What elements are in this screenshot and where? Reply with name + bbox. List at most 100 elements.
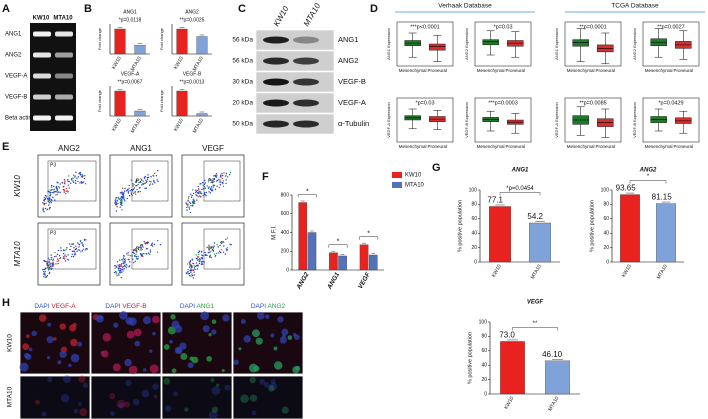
event-dot	[213, 245, 215, 247]
row-label: Beta actin	[5, 116, 32, 122]
stain-dapi: DAPI	[34, 303, 49, 310]
event-dot	[208, 244, 210, 247]
event-dot	[215, 180, 218, 182]
event-dot	[132, 261, 135, 264]
event-dot	[74, 252, 76, 254]
event-dot	[211, 182, 213, 184]
x-tick-label: Proneural	[596, 144, 616, 149]
event-dot	[196, 199, 198, 201]
event-dot	[137, 191, 139, 193]
event-dot	[69, 248, 71, 251]
event-dot	[138, 181, 140, 184]
event-dot	[48, 272, 50, 275]
event-dot	[115, 266, 118, 268]
event-dot	[135, 181, 137, 184]
event-dot	[195, 262, 198, 264]
event-dot	[212, 249, 214, 251]
event-dot	[127, 191, 130, 193]
event-dot	[187, 199, 189, 201]
event-dot	[116, 200, 119, 202]
cell	[215, 383, 220, 387]
event-dot	[82, 175, 84, 177]
cell	[259, 378, 266, 385]
y-tick-label: 80	[471, 202, 477, 208]
event-dot	[145, 179, 147, 182]
event-dot	[190, 196, 193, 198]
y-tick-label: 60	[603, 216, 609, 222]
event-dot	[64, 254, 66, 256]
event-dot	[42, 270, 45, 273]
cell	[268, 385, 275, 392]
event-dot	[204, 194, 206, 196]
event-dot	[133, 192, 135, 194]
cell	[124, 358, 132, 367]
cell	[41, 411, 47, 417]
event-dot	[191, 189, 194, 191]
event-dot	[228, 173, 231, 176]
micrograph	[90, 375, 162, 419]
cell	[294, 334, 300, 341]
event-dot	[124, 262, 126, 264]
event-dot	[200, 251, 203, 253]
cell	[132, 398, 140, 406]
event-dot	[50, 199, 53, 201]
significance: **p=0.0001	[579, 24, 606, 30]
event-dot	[77, 249, 80, 251]
event-dot	[208, 178, 211, 180]
cell	[249, 376, 256, 384]
bar	[196, 36, 208, 55]
x-tick-label: MTA10	[192, 55, 205, 72]
bar	[114, 28, 126, 55]
event-dot	[194, 189, 197, 191]
cell	[180, 352, 188, 361]
event-dot	[62, 252, 65, 255]
event-dot	[203, 185, 205, 188]
event-dot	[189, 211, 192, 214]
blot-image	[255, 29, 335, 51]
event-dot	[143, 240, 145, 243]
cell	[19, 362, 29, 372]
event-dot	[192, 199, 195, 201]
event-dot	[75, 247, 78, 250]
cell	[79, 408, 88, 417]
event-dot	[149, 251, 152, 253]
gel-band	[55, 31, 73, 37]
event-dot	[128, 195, 131, 197]
event-dot	[127, 188, 129, 190]
event-dot	[156, 251, 159, 253]
event-dot	[64, 180, 66, 182]
event-dot	[221, 181, 224, 184]
row-label: VEGF-A	[5, 74, 27, 80]
blot-band	[293, 120, 319, 128]
panel-letter: E	[2, 141, 9, 153]
event-dot	[57, 262, 59, 265]
event-dot	[203, 261, 205, 263]
y-tick-label: 60	[471, 216, 477, 222]
event-dot	[130, 192, 133, 194]
event-dot	[141, 248, 143, 251]
event-dot	[139, 253, 142, 255]
event-dot	[226, 250, 228, 252]
y-tick-label: 20	[471, 245, 477, 251]
x-tick-label: Proneural	[674, 144, 694, 149]
event-dot	[203, 183, 206, 186]
event-dot	[208, 186, 210, 188]
significance-bracket	[297, 194, 317, 198]
event-dot	[122, 196, 125, 199]
event-dot	[63, 191, 65, 193]
x-tick-label: Mesenchymal	[645, 144, 673, 149]
column-label: MTA10	[302, 1, 323, 28]
cell	[153, 394, 158, 399]
event-dot	[116, 261, 119, 263]
y-tick-label: 800	[281, 192, 290, 198]
row-label: ANG2	[338, 56, 358, 65]
event-dot	[50, 262, 52, 264]
gate-label: P2	[208, 178, 214, 184]
event-dot	[196, 189, 198, 192]
bar	[176, 90, 188, 117]
cell	[59, 323, 66, 330]
stain-marker: ANG1	[196, 303, 214, 310]
value-label: 54.2	[527, 212, 543, 221]
event-dot	[59, 183, 61, 185]
event-dot	[76, 242, 79, 244]
